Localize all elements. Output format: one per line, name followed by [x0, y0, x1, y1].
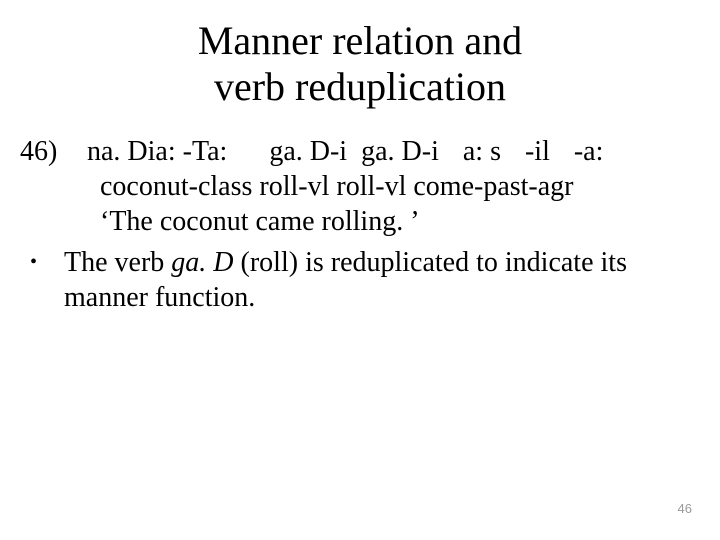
slide: Manner relation and verb reduplication 4…	[0, 0, 720, 540]
example-number: 46)	[20, 134, 80, 169]
title-line-1: Manner relation and	[198, 18, 522, 63]
bullet-pre: The verb	[64, 247, 171, 278]
slide-body: 46) na. Dia: -Ta: ga. D-i ga. D-i a: s -il -a…	[20, 134, 700, 315]
seg-6: -a:	[574, 136, 604, 167]
bullet-item: • The verb ga. D (roll) is reduplicated …	[20, 245, 700, 315]
page-number: 46	[678, 501, 692, 516]
bullet-verb-italic: ga. D	[171, 247, 233, 278]
seg-5: -il	[525, 136, 550, 167]
example-gloss-line: coconut-class roll-vl roll-vl come-past-…	[100, 169, 700, 204]
slide-title: Manner relation and verb reduplication	[20, 18, 700, 110]
example-segments: na. Dia: -Ta: ga. D-i ga. D-i a: s -il -a:	[87, 134, 603, 169]
seg-1: na. Dia: -Ta:	[87, 136, 227, 167]
example-morph-line: 46) na. Dia: -Ta: ga. D-i ga. D-i a: s -il -a…	[20, 134, 700, 169]
bullet-text: The verb ga. D (roll) is reduplicated to…	[64, 245, 700, 315]
title-line-2: verb reduplication	[214, 64, 506, 109]
example-block: 46) na. Dia: -Ta: ga. D-i ga. D-i a: s -il -a…	[20, 134, 700, 239]
bullet-marker: •	[20, 245, 64, 279]
seg-4: a: s	[463, 136, 501, 167]
example-translation-line: ‘The coconut came rolling. ’	[100, 204, 700, 239]
seg-2: ga. D-i	[269, 136, 347, 167]
seg-3: ga. D-i	[361, 136, 439, 167]
